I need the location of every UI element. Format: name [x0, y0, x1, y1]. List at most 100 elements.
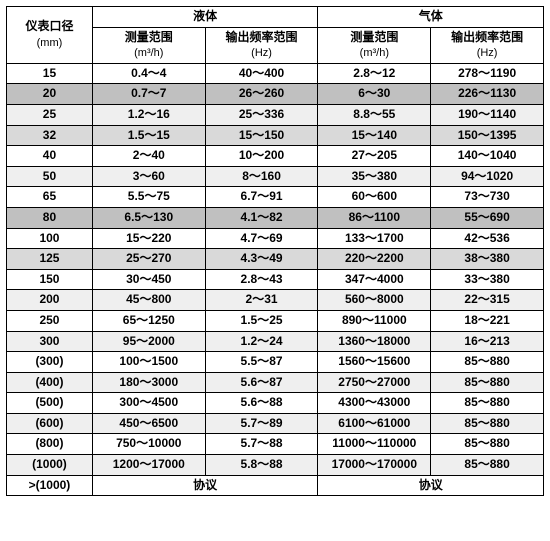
cell-liquid-freq: 40～400 [205, 63, 318, 84]
cell-gas-freq: 18～221 [431, 310, 544, 331]
table-row: 251.2～1625～3368.8～55190～1140 [7, 104, 544, 125]
cell-liquid-freq: 15～150 [205, 125, 318, 146]
table-row: 10015～2204.7～69133～170042～536 [7, 228, 544, 249]
table-row: 806.5～1304.1～8286～110055～690 [7, 207, 544, 228]
table-row: 25065～12501.5～25890～1100018～221 [7, 310, 544, 331]
cell-gas-freq: 226～1130 [431, 84, 544, 105]
table-row: (500)300～45005.6～884300～4300085～880 [7, 393, 544, 414]
header-gas-measure: 测量范围 (m³/h) [318, 27, 431, 63]
cell-gas-measure: 220～2200 [318, 249, 431, 270]
table-row: (800)750～100005.7～8811000～11000085～880 [7, 434, 544, 455]
table-row: (300)100～15005.5～871560～1560085～880 [7, 352, 544, 373]
table-header: 仪表口径 (mm) 液体 气体 测量范围 (m³/h) 输出频率范围 (Hz) … [7, 7, 544, 64]
cell-liquid-measure: 750～10000 [92, 434, 205, 455]
cell-liquid-freq: 5.6～87 [205, 372, 318, 393]
cell-gas-freq: 85～880 [431, 455, 544, 476]
table-row: (1000)1200～170005.8～8817000～17000085～880 [7, 455, 544, 476]
cell-gas-freq: 85～880 [431, 372, 544, 393]
cell-diameter: 80 [7, 207, 93, 228]
cell-liquid-measure: 6.5～130 [92, 207, 205, 228]
cell-liquid-measure: 95～2000 [92, 331, 205, 352]
cell-liquid-freq: 26～260 [205, 84, 318, 105]
cell-liquid-measure: 3～60 [92, 166, 205, 187]
cell-gas-measure: 560～8000 [318, 290, 431, 311]
cell-gas-measure: 17000～170000 [318, 455, 431, 476]
cell-liquid-measure: 0.7～7 [92, 84, 205, 105]
cell-liquid-merged: 协议 [92, 475, 318, 496]
table-row-last: >(1000)协议协议 [7, 475, 544, 496]
cell-liquid-measure: 180～3000 [92, 372, 205, 393]
cell-diameter: (300) [7, 352, 93, 373]
cell-gas-freq: 85～880 [431, 434, 544, 455]
cell-diameter: >(1000) [7, 475, 93, 496]
cell-liquid-freq: 6.7～91 [205, 187, 318, 208]
spec-table: 仪表口径 (mm) 液体 气体 测量范围 (m³/h) 输出频率范围 (Hz) … [6, 6, 544, 496]
cell-liquid-measure: 1.2～16 [92, 104, 205, 125]
cell-liquid-measure: 0.4～4 [92, 63, 205, 84]
cell-gas-measure: 6100～61000 [318, 413, 431, 434]
cell-liquid-freq: 5.7～88 [205, 434, 318, 455]
cell-gas-freq: 190～1140 [431, 104, 544, 125]
cell-liquid-measure: 2～40 [92, 146, 205, 167]
cell-gas-measure: 890～11000 [318, 310, 431, 331]
sub-measure-unit: (m³/h) [360, 47, 389, 59]
cell-diameter: (500) [7, 393, 93, 414]
cell-liquid-measure: 1.5～15 [92, 125, 205, 146]
cell-liquid-freq: 5.5～87 [205, 352, 318, 373]
cell-liquid-measure: 65～1250 [92, 310, 205, 331]
cell-gas-freq: 278～1190 [431, 63, 544, 84]
cell-diameter: (600) [7, 413, 93, 434]
header-diameter: 仪表口径 (mm) [7, 7, 93, 64]
cell-liquid-measure: 15～220 [92, 228, 205, 249]
cell-liquid-freq: 5.7～89 [205, 413, 318, 434]
cell-gas-freq: 22～315 [431, 290, 544, 311]
table-row: 20045～8002～31560～800022～315 [7, 290, 544, 311]
header-gas: 气体 [318, 7, 544, 28]
sub-measure-unit: (m³/h) [134, 47, 163, 59]
table-row: 503～608～16035～38094～1020 [7, 166, 544, 187]
cell-liquid-measure: 1200～17000 [92, 455, 205, 476]
table-row: 150.4～440～4002.8～12278～1190 [7, 63, 544, 84]
table-row: 200.7～726～2606～30226～1130 [7, 84, 544, 105]
cell-gas-freq: 38～380 [431, 249, 544, 270]
table-row: (600)450～65005.7～896100～6100085～880 [7, 413, 544, 434]
cell-liquid-freq: 1.2～24 [205, 331, 318, 352]
cell-diameter: 200 [7, 290, 93, 311]
cell-gas-measure: 86～1100 [318, 207, 431, 228]
cell-liquid-freq: 2～31 [205, 290, 318, 311]
cell-gas-measure: 1560～15600 [318, 352, 431, 373]
cell-gas-freq: 42～536 [431, 228, 544, 249]
cell-gas-measure: 27～205 [318, 146, 431, 167]
cell-diameter: (400) [7, 372, 93, 393]
cell-gas-freq: 94～1020 [431, 166, 544, 187]
cell-gas-measure: 11000～110000 [318, 434, 431, 455]
cell-gas-freq: 33～380 [431, 269, 544, 290]
cell-diameter: 150 [7, 269, 93, 290]
cell-gas-measure: 4300～43000 [318, 393, 431, 414]
cell-gas-measure: 2.8～12 [318, 63, 431, 84]
cell-liquid-measure: 300～4500 [92, 393, 205, 414]
cell-gas-measure: 133～1700 [318, 228, 431, 249]
cell-liquid-measure: 30～450 [92, 269, 205, 290]
cell-liquid-freq: 4.1～82 [205, 207, 318, 228]
table-row: 402～4010～20027～205140～1040 [7, 146, 544, 167]
cell-diameter: 250 [7, 310, 93, 331]
cell-gas-measure: 35～380 [318, 166, 431, 187]
cell-liquid-freq: 4.3～49 [205, 249, 318, 270]
cell-gas-freq: 140～1040 [431, 146, 544, 167]
cell-gas-measure: 6～30 [318, 84, 431, 105]
cell-diameter: 125 [7, 249, 93, 270]
cell-diameter: 100 [7, 228, 93, 249]
cell-gas-merged: 协议 [318, 475, 544, 496]
cell-liquid-measure: 100～1500 [92, 352, 205, 373]
header-liquid: 液体 [92, 7, 318, 28]
cell-liquid-freq: 4.7～69 [205, 228, 318, 249]
table-row: 15030～4502.8～43347～400033～380 [7, 269, 544, 290]
cell-liquid-measure: 5.5～75 [92, 187, 205, 208]
cell-gas-measure: 8.8～55 [318, 104, 431, 125]
cell-diameter: 15 [7, 63, 93, 84]
cell-diameter: 32 [7, 125, 93, 146]
cell-diameter: 65 [7, 187, 93, 208]
cell-diameter: 300 [7, 331, 93, 352]
sub-measure-label: 测量范围 [350, 30, 398, 44]
